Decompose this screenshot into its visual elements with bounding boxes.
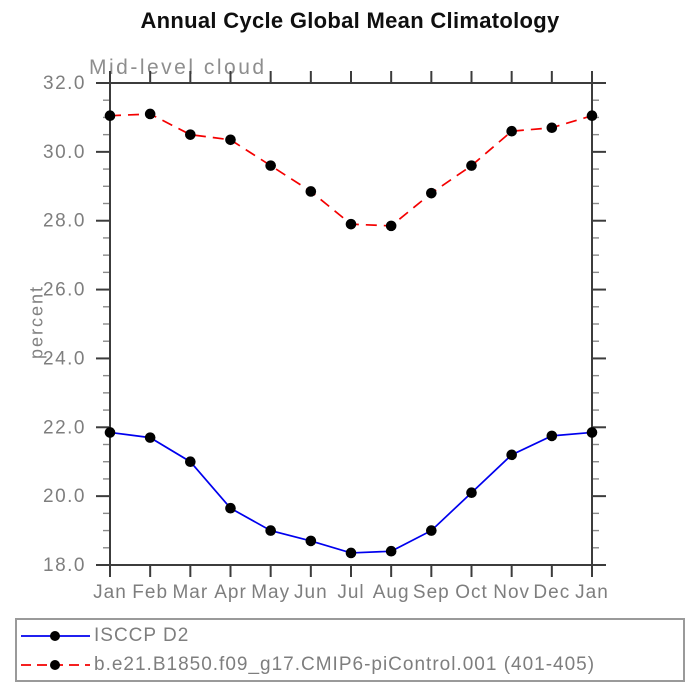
y-tick-label: 24.0: [43, 348, 86, 369]
data-point-marker: [185, 129, 196, 140]
x-tick-label: Oct: [455, 582, 488, 603]
data-point-marker: [185, 456, 196, 468]
data-point-marker: [426, 187, 437, 199]
legend-sample-marker: [50, 659, 60, 670]
y-tick-label: 32.0: [43, 73, 86, 94]
y-tick-label: 26.0: [43, 280, 86, 301]
data-point-marker: [506, 449, 517, 461]
y-tick-label: 28.0: [43, 211, 86, 232]
data-point-marker: [546, 430, 558, 442]
x-tick-label: Jun: [294, 582, 328, 603]
data-point-marker: [144, 432, 156, 443]
x-tick-label: Apr: [214, 582, 247, 603]
data-point-marker: [385, 545, 397, 557]
legend-line-sample-red: [21, 659, 90, 670]
data-point-marker: [426, 525, 437, 536]
data-point-marker: [345, 218, 357, 230]
x-tick-label: Feb: [132, 582, 168, 603]
y-tick-label: 30.0: [43, 142, 86, 163]
legend-label-isccp-d2: ISCCP D2: [94, 624, 190, 646]
data-point-marker: [586, 110, 598, 122]
data-point-marker: [104, 427, 116, 438]
data-point-marker: [506, 125, 517, 137]
data-point-marker: [546, 122, 558, 134]
data-point-marker: [305, 186, 317, 197]
data-point-marker: [225, 502, 236, 514]
data-point-marker: [345, 547, 357, 559]
x-tick-label: Mar: [172, 582, 208, 603]
series-line-0: [109, 431, 593, 554]
x-tick-label: Dec: [533, 582, 570, 603]
data-point-marker: [265, 160, 276, 171]
x-tick-label: Aug: [373, 582, 410, 603]
data-point-marker: [466, 160, 477, 171]
data-point-marker: [305, 535, 317, 547]
legend-label-picontrol: b.e21.B1850.f09_g17.CMIP6-piControl.001 …: [94, 653, 596, 675]
legend-item-picontrol: b.e21.B1850.f09_g17.CMIP6-piControl.001 …: [17, 650, 683, 679]
data-point-marker: [586, 427, 598, 438]
y-tick-label: 20.0: [43, 486, 86, 507]
y-tick-label: 22.0: [43, 417, 86, 438]
data-point-marker: [104, 110, 116, 122]
x-tick-label: May: [251, 582, 290, 603]
legend-item-isccp-d2: ISCCP D2: [17, 621, 683, 650]
data-point-marker: [385, 220, 397, 232]
legend-line-sample-blue: [21, 630, 90, 641]
x-tick-label: Jan: [575, 582, 609, 603]
x-tick-label: Jan: [93, 582, 127, 603]
x-tick-label: Nov: [493, 582, 530, 603]
data-point-marker: [144, 108, 156, 120]
legend-sample-marker: [50, 630, 60, 641]
series-line-1: [109, 113, 593, 227]
plot-frame: [109, 82, 593, 566]
data-point-marker: [225, 134, 236, 146]
x-tick-label: Jul: [337, 582, 364, 603]
y-tick-label: 18.0: [43, 555, 86, 576]
chart-title: Annual Cycle Global Mean Climatology: [140, 8, 560, 33]
chart-subtitle: Mid-level cloud: [89, 56, 267, 79]
x-tick-label: Sep: [413, 582, 450, 603]
data-point-marker: [466, 487, 477, 499]
legend-box: ISCCP D2 b.e21.B1850.f09_g17.CMIP6-piCon…: [15, 618, 685, 682]
data-point-marker: [265, 525, 276, 536]
